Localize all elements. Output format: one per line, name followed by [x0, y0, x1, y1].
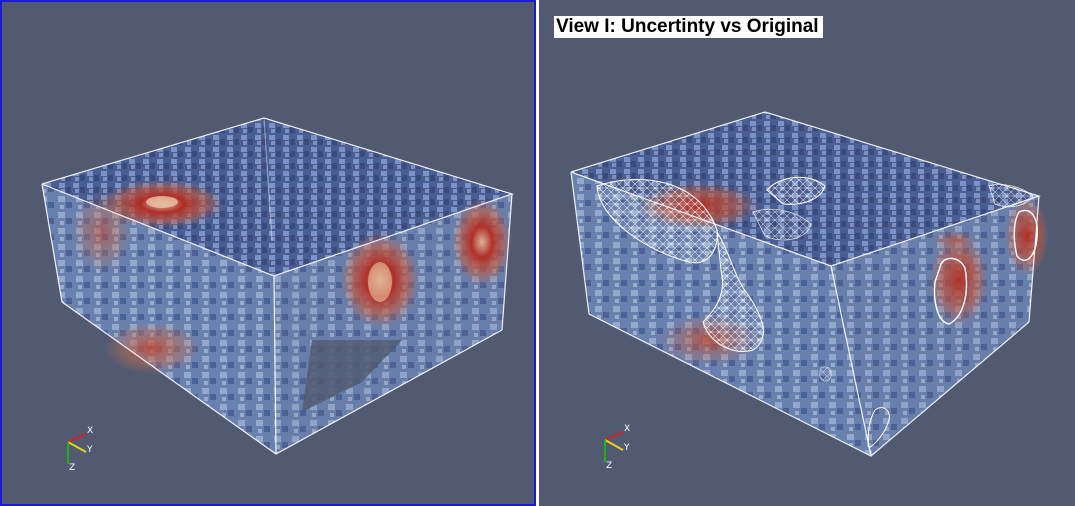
view-title: View I: Uncertinty vs Original [554, 16, 823, 38]
volume-box-left [41, 117, 514, 455]
x-axis-label: X [624, 424, 630, 434]
hotspot-right-edge [452, 198, 512, 286]
x-axis-line [67, 433, 87, 443]
volume-render-left[interactable]: X Y Z [2, 2, 534, 504]
render-view-left[interactable]: X Y Z [0, 0, 536, 506]
z-axis-label: Z [606, 461, 612, 471]
z-axis-label: Z [69, 463, 75, 473]
orientation-axes-left: X Y Z [67, 426, 93, 473]
volume-render-right[interactable]: X Y Z [539, 0, 1075, 506]
volume-box-right [570, 111, 1049, 457]
y-axis-label: Y [623, 443, 630, 453]
y-axis-label: Y [86, 445, 93, 455]
x-axis-line [604, 431, 624, 441]
orientation-axes-right: X Y Z [604, 424, 630, 471]
hotspot-lower-left [104, 322, 200, 374]
render-view-right[interactable]: X Y Z View I: Uncertinty vs Original [539, 0, 1075, 506]
y-axis-line [67, 441, 87, 453]
y-axis-line [604, 439, 624, 451]
x-axis-label: X [87, 426, 93, 436]
uncertainty-isosurface-mesh [596, 176, 1038, 449]
hotspot-right-edge [1005, 196, 1049, 276]
hotspot-front-right [929, 234, 989, 326]
